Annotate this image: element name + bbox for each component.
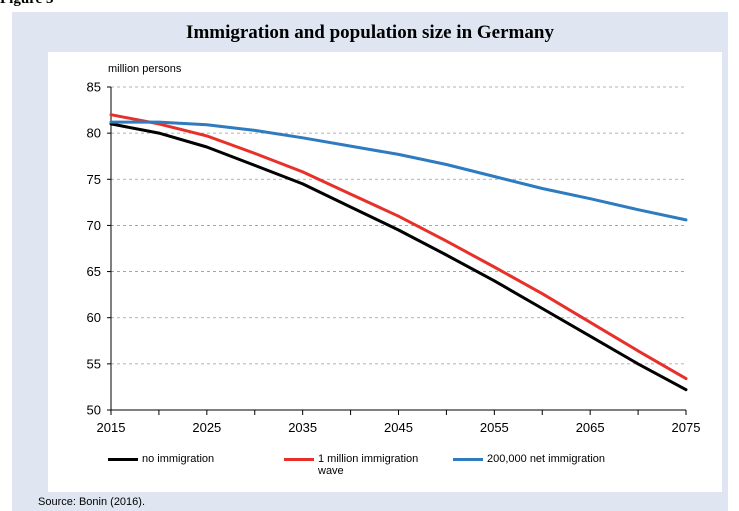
plot-area: million persons 50 55 60 65 70 75 80 85 2015 2025 2…	[48, 52, 722, 492]
source-note: Source: Bonin (2016).	[38, 496, 146, 508]
legend-swatch-red	[284, 458, 314, 461]
x-tick-label: 2035	[288, 420, 317, 435]
series-line-3	[109, 120, 688, 222]
y-tick-label: 80	[87, 126, 101, 141]
legend-swatch-black	[108, 458, 138, 461]
chart-title: Immigration and population size in Germa…	[186, 22, 554, 43]
x-tick-label: 2055	[480, 420, 509, 435]
legend-label-line2: wave	[318, 465, 344, 477]
legend-label: no immigration	[142, 453, 215, 465]
legend-swatch-blue	[453, 458, 483, 461]
series-line-1	[109, 122, 688, 392]
y-tick-label: 50	[87, 403, 101, 418]
figure-label: Figure 3	[0, 0, 53, 8]
y-tick-label: 85	[87, 80, 101, 95]
x-tick-label: 2075	[672, 420, 701, 435]
y-tick-label: 65	[87, 264, 101, 279]
y-axis-label: million persons	[108, 63, 182, 75]
x-tick-label: 2045	[384, 420, 413, 435]
x-tick-label: 2025	[192, 420, 221, 435]
line-chart: million persons 50 55 60 65 70 75 80 85 2015 2025 2…	[87, 63, 701, 435]
legend-label: 200,000 net immigration	[487, 453, 606, 465]
series-line-2	[109, 113, 688, 381]
y-tick-label: 60	[87, 310, 101, 325]
y-tick-label: 55	[87, 356, 101, 371]
x-tick-label: 2015	[97, 420, 126, 435]
y-tick-label: 75	[87, 172, 101, 187]
y-tick-label: 70	[87, 218, 101, 233]
legend-label: 1 million immigration	[318, 453, 419, 465]
x-tick-label: 2065	[576, 420, 605, 435]
chart-panel: Immigration and population size in Germa…	[12, 12, 728, 511]
